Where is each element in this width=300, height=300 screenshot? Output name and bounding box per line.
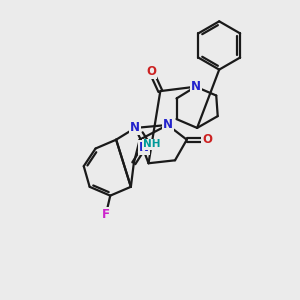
Text: NH: NH xyxy=(143,139,160,149)
Text: N: N xyxy=(163,118,173,131)
Text: F: F xyxy=(102,208,110,221)
Text: N: N xyxy=(190,80,201,93)
Text: N: N xyxy=(139,141,149,154)
Text: N: N xyxy=(130,122,140,134)
Text: O: O xyxy=(146,65,157,79)
Text: O: O xyxy=(202,133,212,146)
